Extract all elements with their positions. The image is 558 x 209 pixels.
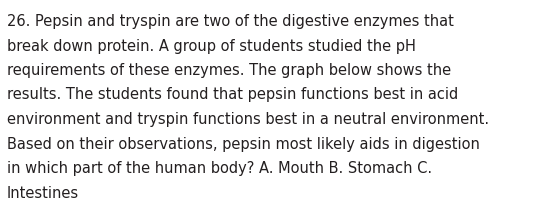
Text: break down protein. A group of students studied the pH: break down protein. A group of students … (7, 38, 416, 54)
Text: results. The students found that pepsin functions best in acid: results. The students found that pepsin … (7, 88, 458, 102)
Text: requirements of these enzymes. The graph below shows the: requirements of these enzymes. The graph… (7, 63, 451, 78)
Text: environment and tryspin functions best in a neutral environment.: environment and tryspin functions best i… (7, 112, 489, 127)
Text: in which part of the human body? A. Mouth B. Stomach C.: in which part of the human body? A. Mout… (7, 161, 432, 176)
Text: 26. Pepsin and tryspin are two of the digestive enzymes that: 26. Pepsin and tryspin are two of the di… (7, 14, 454, 29)
Text: Based on their observations, pepsin most likely aids in digestion: Based on their observations, pepsin most… (7, 136, 480, 152)
Text: Intestines: Intestines (7, 186, 79, 200)
